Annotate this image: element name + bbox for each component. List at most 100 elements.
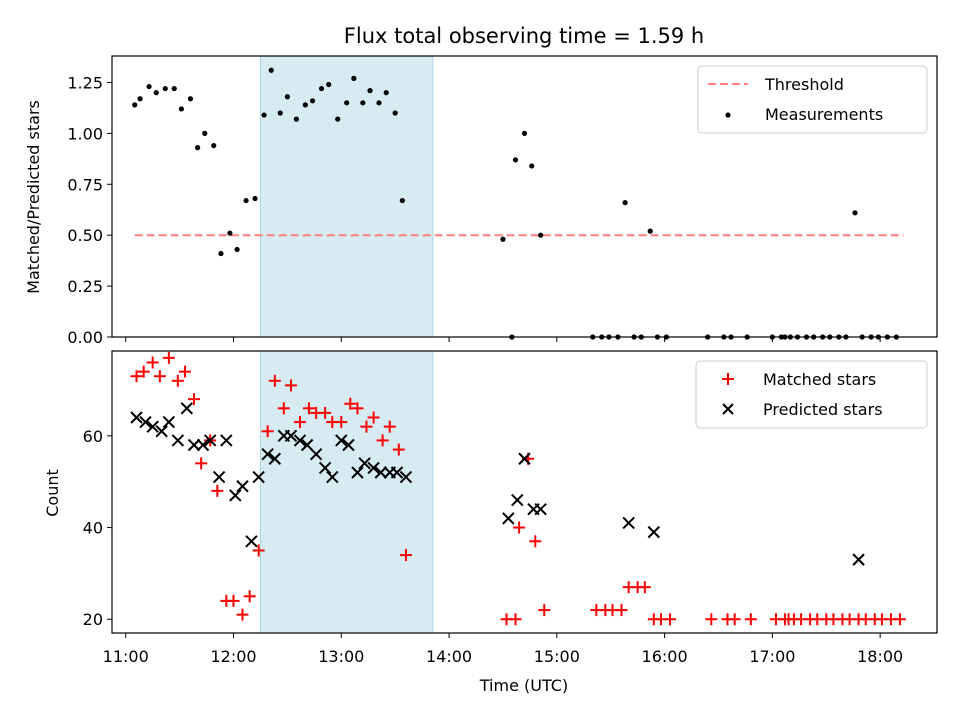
legend-predicted-swatch — [722, 403, 734, 415]
predicted-star-point — [171, 434, 185, 447]
top-y-tick-label: 1.25 — [67, 73, 103, 92]
matched-star-point — [705, 613, 718, 626]
matched-star-point — [243, 590, 256, 603]
matched-star-point — [351, 402, 364, 415]
matched-star-point — [187, 393, 200, 406]
x-tick-label: 17:00 — [749, 647, 795, 666]
matched-star-point — [392, 443, 405, 456]
matched-star-point — [509, 613, 522, 626]
measurement-point — [293, 116, 299, 122]
measurement-point — [318, 85, 325, 92]
measurement-point — [529, 163, 535, 169]
bottom-highlight-span — [259, 350, 434, 634]
matched-star-point — [268, 374, 281, 387]
predicted-star-point — [162, 415, 176, 429]
measurement-point — [392, 110, 398, 116]
matched-star-point — [227, 594, 240, 607]
predicted-star-point — [212, 470, 226, 484]
top-axes-frame — [111, 55, 938, 338]
measurement-point — [344, 100, 350, 106]
predicted-star-point — [220, 434, 233, 447]
predicted-stars-series — [130, 402, 865, 566]
x-tick-label: 11:00 — [103, 647, 149, 666]
measurement-point — [211, 142, 217, 149]
matched-star-point — [335, 416, 348, 429]
matched-star-point — [146, 356, 159, 369]
matched-star-point — [383, 420, 396, 433]
matched-star-point — [153, 370, 166, 383]
measurement-point — [309, 98, 316, 104]
matched-star-point — [277, 402, 290, 415]
measurement-point — [268, 67, 274, 73]
matched-star-point — [399, 549, 412, 562]
matched-star-point — [252, 544, 265, 557]
measurement-point — [512, 157, 519, 163]
measurement-point — [500, 236, 506, 242]
matched-star-point — [284, 379, 297, 392]
matched-star-point — [638, 581, 651, 594]
top-panel: 0.00 0.25 0.50 0.75 1.00 1.25 Matched/Predict… — [24, 55, 938, 347]
measurement-point — [367, 88, 373, 94]
x-tick-label: 15:00 — [534, 647, 580, 666]
predicted-star-point — [268, 452, 282, 465]
predicted-star-point — [252, 470, 265, 484]
predicted-star-point — [622, 516, 635, 530]
bottom-panel: 20 40 60 11:00 12:00 13:00 14:00 15:00 16:00 17:… — [43, 350, 938, 695]
predicted-star-point — [647, 525, 661, 539]
top-y-tick-label: 0.25 — [67, 277, 103, 296]
predicted-star-point — [245, 535, 258, 548]
legend-matched-swatch — [722, 373, 734, 385]
matched-star-point — [261, 425, 274, 438]
predicted-star-point — [399, 470, 413, 484]
measurement-point — [171, 85, 177, 92]
measurement-point — [360, 100, 366, 106]
predicted-star-point — [261, 447, 274, 461]
predicted-star-point — [293, 434, 307, 447]
predicted-star-point — [367, 461, 380, 475]
measurement-point — [277, 110, 283, 116]
predicted-star-point — [342, 438, 355, 452]
matched-star-point — [171, 374, 184, 387]
matched-star-point — [162, 351, 175, 364]
measurement-point — [187, 96, 194, 102]
matched-star-point — [137, 365, 150, 378]
legend-matched-label: Matched stars — [763, 370, 876, 389]
measurement-point — [521, 130, 528, 136]
predicted-star-point — [335, 434, 348, 447]
matched-star-point — [211, 484, 224, 497]
predicted-star-point — [326, 470, 339, 484]
bottom-y-tick-label: 20 — [83, 610, 103, 629]
measurement-point — [162, 85, 168, 92]
matched-stars-series — [130, 351, 906, 626]
measurement-point — [146, 83, 152, 90]
x-tick-label: 13:00 — [318, 647, 364, 666]
predicted-star-point — [203, 434, 217, 447]
measurement-point — [227, 230, 233, 236]
bottom-y-axis-label: Count — [43, 469, 62, 517]
legend-measurements-swatch — [725, 112, 731, 118]
predicted-star-point — [351, 466, 364, 479]
measurement-point — [302, 102, 308, 108]
matched-star-point — [529, 535, 542, 548]
measurement-point — [647, 228, 653, 234]
measurement-point — [399, 197, 405, 204]
measurement-point — [178, 106, 185, 112]
matched-star-point — [360, 420, 373, 433]
measurement-point — [218, 250, 224, 257]
measurement-point — [852, 210, 858, 216]
predicted-star-point — [390, 466, 404, 479]
matched-star-point — [893, 613, 906, 626]
x-tick-label: 14:00 — [426, 647, 472, 666]
matched-star-point — [615, 604, 628, 617]
measurement-point — [622, 200, 628, 206]
predicted-star-point — [518, 452, 531, 465]
matched-star-point — [236, 608, 249, 621]
bottom-x-ticks: 11:00 12:00 13:00 14:00 15:00 16:00 17:00 18:00 — [103, 633, 903, 666]
matched-star-point — [130, 370, 143, 383]
predicted-star-point — [358, 457, 371, 470]
top-y-axis-label: Matched/Predicted stars — [24, 100, 43, 294]
bottom-y-ticks: 20 40 60 — [83, 427, 112, 629]
predicted-star-point — [196, 438, 210, 452]
top-y-ticks: 0.00 0.25 0.50 0.75 1.00 1.25 — [67, 73, 112, 347]
predicted-star-point — [146, 420, 159, 433]
